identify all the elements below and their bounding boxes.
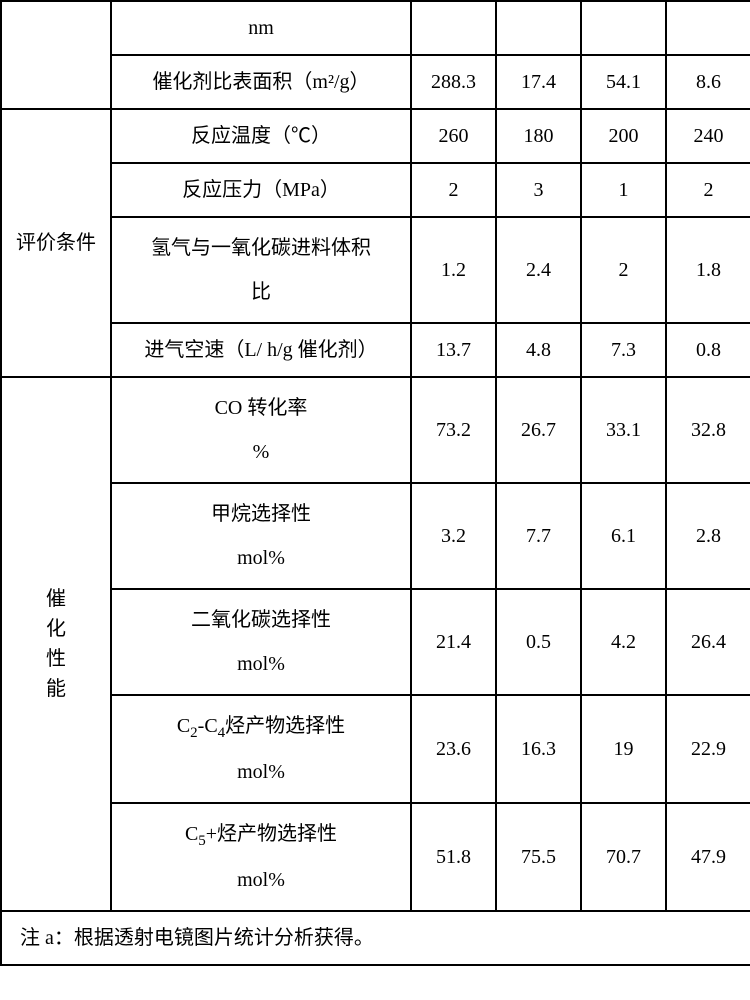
- data-cell: 54.1: [581, 55, 666, 109]
- param-line2: mol%: [237, 653, 285, 675]
- data-cell: 2: [411, 163, 496, 217]
- data-cell: 75.5: [496, 803, 581, 911]
- data-cell: [581, 1, 666, 55]
- data-cell: 17.4: [496, 55, 581, 109]
- param-cell: 进气空速（L/ h/g 催化剂）: [111, 323, 411, 377]
- param-line2: mol%: [237, 869, 285, 891]
- vertical-label: 催化性能: [46, 584, 66, 704]
- param-line2: mol%: [237, 547, 285, 569]
- section-cell-performance: 催化性能: [1, 377, 111, 911]
- data-cell: 8.6: [666, 55, 750, 109]
- param-pre: C: [185, 823, 198, 845]
- param-sub: 2: [190, 725, 198, 741]
- data-cell: 0.8: [666, 323, 750, 377]
- param-line2: %: [253, 441, 270, 463]
- data-cell: 3.2: [411, 483, 496, 589]
- table-row: 反应压力（MPa） 2 3 1 2: [1, 163, 750, 217]
- data-cell: 1: [581, 163, 666, 217]
- data-cell: 2.8: [666, 483, 750, 589]
- data-cell: 7.7: [496, 483, 581, 589]
- param-line2: mol%: [237, 761, 285, 783]
- param-cell: 氢气与一氧化碳进料体积 比: [111, 217, 411, 323]
- data-cell: 33.1: [581, 377, 666, 483]
- data-cell: 1.2: [411, 217, 496, 323]
- param-line1: 二氧化碳选择性: [191, 609, 331, 631]
- section-cell-conditions: 评价条件: [1, 109, 111, 377]
- data-cell: 240: [666, 109, 750, 163]
- data-cell: 200: [581, 109, 666, 163]
- param-line1: 氢气与一氧化碳进料体积: [151, 237, 371, 259]
- table-row: 甲烷选择性 mol% 3.2 7.7 6.1 2.8: [1, 483, 750, 589]
- table-row: C2-C4烃产物选择性 mol% 23.6 16.3 19 22.9: [1, 695, 750, 803]
- data-cell: 19: [581, 695, 666, 803]
- data-cell: 4.8: [496, 323, 581, 377]
- table-row: 进气空速（L/ h/g 催化剂） 13.7 4.8 7.3 0.8: [1, 323, 750, 377]
- data-cell: 51.8: [411, 803, 496, 911]
- data-cell: 73.2: [411, 377, 496, 483]
- param-cell: 反应压力（MPa）: [111, 163, 411, 217]
- data-cell: 6.1: [581, 483, 666, 589]
- data-cell: 26.4: [666, 589, 750, 695]
- data-cell: [496, 1, 581, 55]
- data-cell: 32.8: [666, 377, 750, 483]
- section-cell-blank: [1, 1, 111, 109]
- data-cell: 23.6: [411, 695, 496, 803]
- table-row: nm: [1, 1, 750, 55]
- data-cell: 288.3: [411, 55, 496, 109]
- data-cell: 3: [496, 163, 581, 217]
- data-cell: 2: [581, 217, 666, 323]
- table-row: 二氧化碳选择性 mol% 21.4 0.5 4.2 26.4: [1, 589, 750, 695]
- data-cell: [411, 1, 496, 55]
- param-line1: CO 转化率: [215, 397, 308, 419]
- param-line1: 甲烷选择性: [211, 503, 311, 525]
- param-cell: C5+烃产物选择性 mol%: [111, 803, 411, 911]
- param-post: 烃产物选择性: [225, 715, 345, 737]
- param-post: +烃产物选择性: [206, 823, 337, 845]
- data-cell: [666, 1, 750, 55]
- data-cell: 2: [666, 163, 750, 217]
- table-row: 催化性能 CO 转化率 % 73.2 26.7 33.1 32.8: [1, 377, 750, 483]
- param-cell: nm: [111, 1, 411, 55]
- data-cell: 7.3: [581, 323, 666, 377]
- data-cell: 22.9: [666, 695, 750, 803]
- table-row: 评价条件 反应温度（℃） 260 180 200 240: [1, 109, 750, 163]
- param-pre: C: [177, 715, 190, 737]
- data-cell: 4.2: [581, 589, 666, 695]
- data-cell: 260: [411, 109, 496, 163]
- table-row: C5+烃产物选择性 mol% 51.8 75.5 70.7 47.9: [1, 803, 750, 911]
- param-cell: CO 转化率 %: [111, 377, 411, 483]
- param-mid: -C: [198, 715, 218, 737]
- param-cell: 二氧化碳选择性 mol%: [111, 589, 411, 695]
- note-cell: 注 a：根据透射电镜图片统计分析获得。: [1, 911, 750, 965]
- data-cell: 26.7: [496, 377, 581, 483]
- data-cell: 21.4: [411, 589, 496, 695]
- param-cell: 反应温度（℃）: [111, 109, 411, 163]
- table-note-row: 注 a：根据透射电镜图片统计分析获得。: [1, 911, 750, 965]
- param-cell: C2-C4烃产物选择性 mol%: [111, 695, 411, 803]
- param-line2: 比: [251, 281, 271, 303]
- table-row: 催化剂比表面积（m²/g） 288.3 17.4 54.1 8.6: [1, 55, 750, 109]
- table-row: 氢气与一氧化碳进料体积 比 1.2 2.4 2 1.8: [1, 217, 750, 323]
- param-sub: 5: [198, 833, 206, 849]
- data-cell: 47.9: [666, 803, 750, 911]
- data-cell: 1.8: [666, 217, 750, 323]
- param-cell: 催化剂比表面积（m²/g）: [111, 55, 411, 109]
- data-cell: 70.7: [581, 803, 666, 911]
- data-cell: 0.5: [496, 589, 581, 695]
- data-cell: 16.3: [496, 695, 581, 803]
- param-cell: 甲烷选择性 mol%: [111, 483, 411, 589]
- data-cell: 2.4: [496, 217, 581, 323]
- data-cell: 13.7: [411, 323, 496, 377]
- data-cell: 180: [496, 109, 581, 163]
- catalyst-data-table: nm 催化剂比表面积（m²/g） 288.3 17.4 54.1 8.6 评价条…: [0, 0, 750, 966]
